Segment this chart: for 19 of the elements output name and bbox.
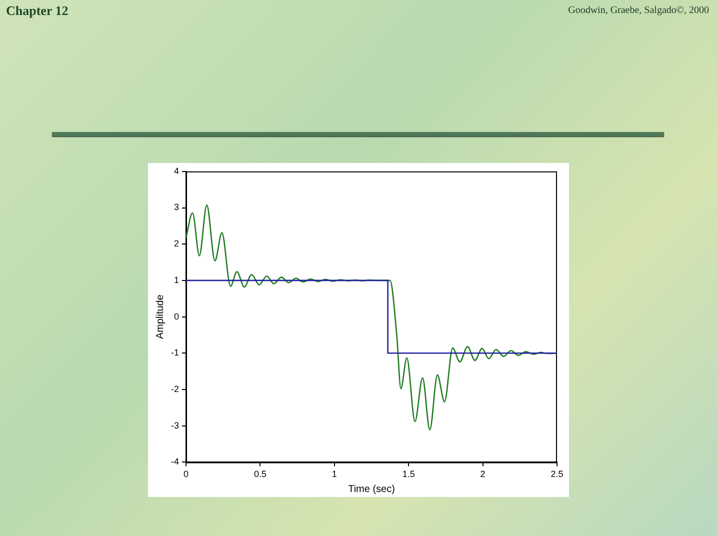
y-tick-label: 4 (174, 166, 179, 176)
x-tick-label: 0 (183, 469, 189, 480)
y-tick-label: -2 (170, 384, 179, 394)
text: Goodwin, Graebe, Salgado©, 2000 (568, 5, 709, 16)
x-tick-label: 1.5 (402, 469, 415, 480)
y-tick-label: -4 (170, 456, 179, 467)
x-tick-label: 2.5 (550, 469, 564, 480)
y-tick-label: -1 (170, 348, 179, 358)
text: Chapter 12 (6, 3, 68, 19)
x-tick-label: 1 (332, 469, 337, 480)
x-tick-label: 2 (480, 469, 486, 480)
y-tick-label: 3 (174, 202, 179, 212)
x-axis-title: Time (sec) (348, 484, 395, 495)
y-tick-label: 0 (174, 311, 179, 322)
x-tick-label: 0.5 (254, 469, 266, 480)
y-tick-label: 2 (174, 238, 179, 249)
y-tick-label: -3 (170, 420, 179, 430)
y-tick-label: 1 (174, 274, 179, 285)
y-axis-title: Amplitude (154, 294, 166, 340)
